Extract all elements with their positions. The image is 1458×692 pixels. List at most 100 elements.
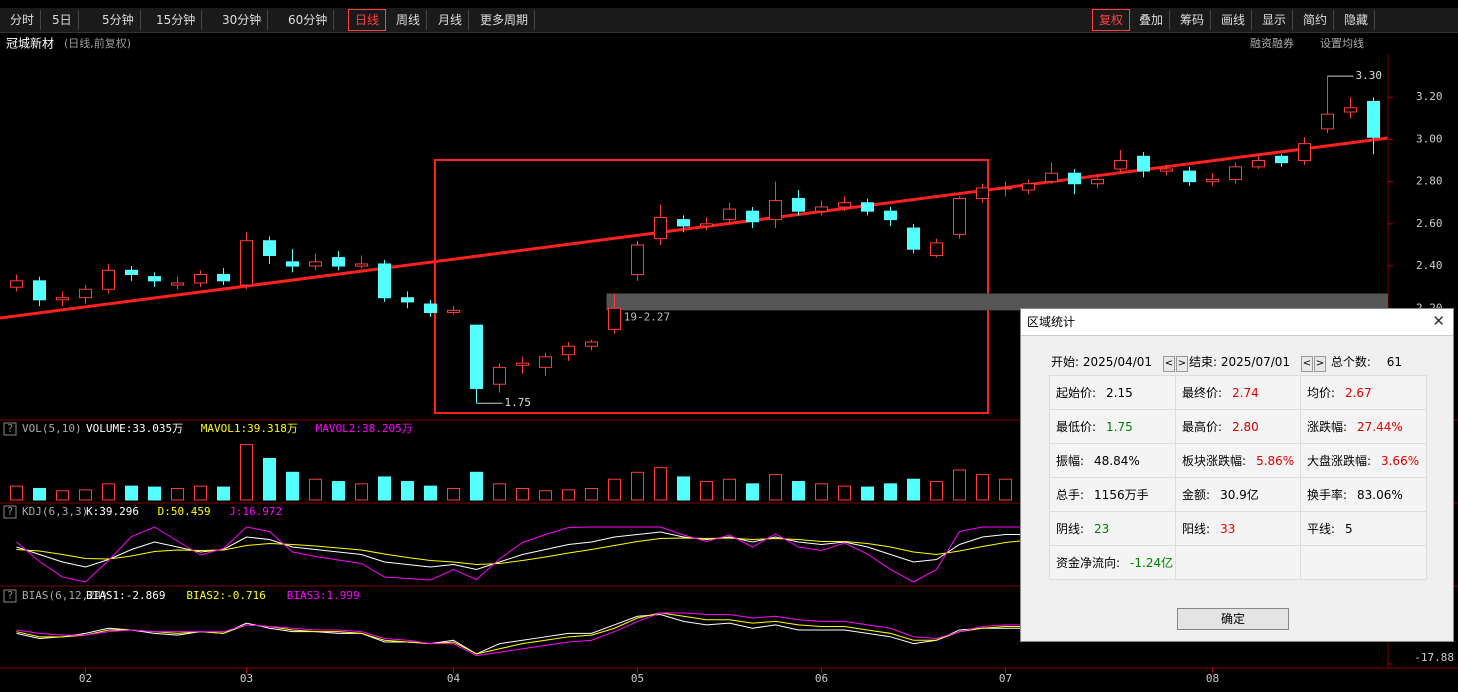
y-tick-label: 2.80 bbox=[1416, 175, 1443, 188]
cell-label: 最高价: bbox=[1182, 420, 1223, 434]
volume-bar bbox=[907, 478, 920, 501]
cell-label: 板块涨跌幅: bbox=[1182, 454, 1247, 468]
toolbar-button[interactable]: 60分钟 bbox=[282, 10, 335, 30]
table-row: 总手: 1156万手 金额: 30.9亿 换手率: 83.06% bbox=[1048, 477, 1428, 512]
toolbar-button[interactable]: 画线 bbox=[1215, 10, 1253, 30]
y-tick-label: -17.88 bbox=[1414, 651, 1454, 664]
volume-bar bbox=[999, 478, 1012, 501]
candle-body bbox=[1367, 100, 1380, 138]
stats-dialog: 区域统计 ✕ 开始: 2025/04/01 < > 结束: 2025/07/01 <… bbox=[1020, 308, 1454, 642]
candle-body bbox=[79, 288, 92, 299]
cell-label: 换手率: bbox=[1306, 488, 1347, 502]
candle-body bbox=[953, 198, 966, 235]
cell-value: 5.86% bbox=[1256, 454, 1295, 468]
stats-table: 起始价: 2.15 最终价: 2.74 均价: 2.67 最低价: 1.75 最高价: 2.80 涨… bbox=[1048, 375, 1428, 580]
candle-body bbox=[102, 269, 115, 290]
volume-bar bbox=[102, 483, 115, 501]
header-link[interactable]: 融资融券 bbox=[1250, 36, 1294, 50]
header-link[interactable]: 设置均线 bbox=[1320, 36, 1364, 50]
toolbar-button[interactable]: 15分钟 bbox=[150, 10, 203, 30]
x-tick-label: 05 bbox=[631, 672, 644, 685]
cell-label: 阳线: bbox=[1182, 522, 1211, 536]
candle-body bbox=[194, 273, 207, 284]
close-button[interactable]: ✕ bbox=[1432, 312, 1445, 330]
cell-value: 2.74 bbox=[1232, 386, 1259, 400]
cell-label: 阴线: bbox=[1056, 522, 1085, 536]
volume-bar bbox=[953, 469, 966, 501]
x-tick-label: 06 bbox=[815, 672, 828, 685]
toolbar-button[interactable]: 5分钟 bbox=[96, 10, 141, 30]
help-mark: ? bbox=[7, 505, 14, 518]
candle-body bbox=[1344, 107, 1357, 113]
candle-body bbox=[1045, 172, 1058, 183]
indicator-value: BIAS2:-0.716 bbox=[186, 589, 265, 602]
candle-body bbox=[884, 210, 897, 221]
x-tick-label: 07 bbox=[999, 672, 1012, 685]
prev[interactable]: < bbox=[1163, 356, 1175, 372]
volume-bar bbox=[332, 481, 345, 501]
cell-value: 33 bbox=[1220, 522, 1236, 536]
candle-body bbox=[148, 276, 161, 282]
candle-body bbox=[815, 206, 828, 212]
candle-body bbox=[1022, 183, 1035, 191]
toolbar-button[interactable]: 30分钟 bbox=[216, 10, 269, 30]
candle-body bbox=[378, 263, 391, 299]
value: 61 bbox=[1386, 355, 1402, 369]
indicator-title: KDJ(6,3,3) bbox=[22, 505, 88, 518]
toolbar-button[interactable]: 复权 bbox=[1092, 9, 1131, 31]
table-cell: 平线: 5 bbox=[1299, 511, 1428, 546]
volume-bar bbox=[33, 487, 46, 501]
next[interactable]: > bbox=[1176, 356, 1188, 372]
table-cell: 振幅: 48.84% bbox=[1048, 443, 1177, 478]
candle-body bbox=[10, 280, 23, 288]
toolbar-button[interactable]: 分时 bbox=[4, 10, 42, 30]
table-cell: 最低价: 1.75 bbox=[1048, 409, 1177, 444]
candle-body bbox=[33, 280, 46, 301]
next[interactable]: > bbox=[1314, 356, 1326, 372]
table-cell: 最高价: 2.80 bbox=[1175, 409, 1301, 444]
candle-body bbox=[171, 282, 184, 286]
volume-bar bbox=[884, 483, 897, 501]
toolbar-button[interactable]: 更多周期 bbox=[474, 10, 536, 30]
toolbar-button[interactable]: 日线 bbox=[348, 9, 387, 31]
candle-body bbox=[447, 309, 460, 313]
toolbar-button[interactable]: 显示 bbox=[1256, 10, 1294, 30]
toolbar-button[interactable]: 周线 bbox=[390, 10, 428, 30]
candle-body bbox=[930, 242, 943, 256]
toolbar-button[interactable]: 简约 bbox=[1297, 10, 1335, 30]
help-icon bbox=[3, 422, 17, 436]
candle-body bbox=[1252, 160, 1265, 168]
volume-bar bbox=[79, 489, 92, 501]
candle-body bbox=[539, 356, 552, 368]
volume-bar bbox=[378, 476, 391, 501]
toolbar-button[interactable]: 月线 bbox=[432, 10, 470, 30]
volume-bar bbox=[10, 485, 23, 501]
candle-body bbox=[999, 187, 1012, 190]
candle-body bbox=[355, 263, 368, 267]
candle-body bbox=[424, 303, 437, 313]
toolbar-button[interactable]: 筹码 bbox=[1174, 10, 1212, 30]
cell-value: 2.67 bbox=[1344, 386, 1372, 400]
candle-body bbox=[838, 202, 851, 208]
volume-bar bbox=[286, 471, 299, 501]
help-mark: ? bbox=[7, 589, 14, 602]
candle-body bbox=[1137, 155, 1150, 172]
volume-bar bbox=[585, 487, 598, 501]
trend-line bbox=[0, 136, 1389, 320]
table-cell bbox=[1299, 545, 1428, 580]
volume-bar bbox=[976, 474, 989, 501]
toolbar-button[interactable]: 叠加 bbox=[1133, 10, 1171, 30]
toolbar-button[interactable]: 5日 bbox=[46, 10, 79, 30]
ok-button[interactable]: 确定 bbox=[1177, 608, 1289, 630]
toolbar-button[interactable]: 隐藏 bbox=[1338, 10, 1376, 30]
candle-body bbox=[677, 219, 690, 227]
cell-label: 起始价: bbox=[1056, 386, 1097, 400]
prev[interactable]: < bbox=[1301, 356, 1313, 372]
y-tick-label: 3.00 bbox=[1416, 132, 1443, 145]
table-cell: 大盘涨跌幅: 3.66% bbox=[1299, 443, 1428, 478]
volume-bar bbox=[217, 486, 230, 501]
candle-body bbox=[217, 273, 230, 282]
help-icon bbox=[3, 505, 17, 519]
table-cell: 板块涨跌幅: 5.86% bbox=[1175, 443, 1301, 478]
help-mark: ? bbox=[7, 422, 14, 435]
